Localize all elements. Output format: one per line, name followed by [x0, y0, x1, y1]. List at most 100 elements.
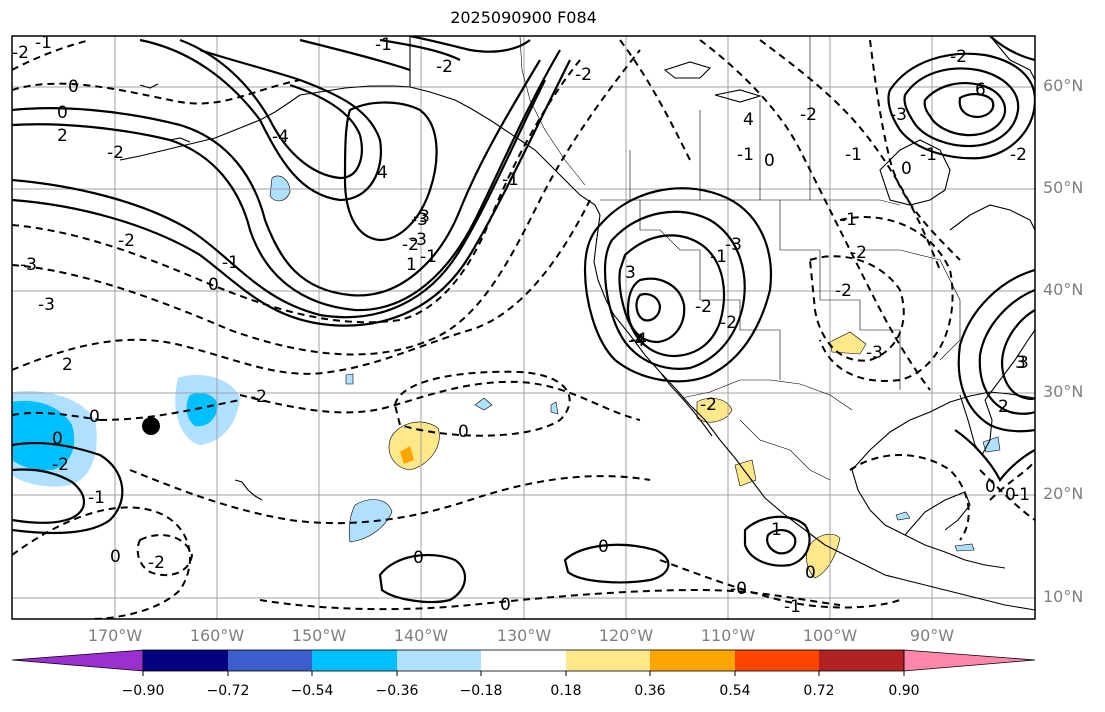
dashed-contour-5 [12, 199, 591, 375]
coast-hudson [879, 139, 951, 206]
map-title: 2025090900 F084 [450, 8, 597, 27]
contour-label: 0 [805, 563, 816, 583]
dashed-contour-17 [808, 255, 905, 362]
solid-contour-25 [563, 543, 670, 584]
solid-contour-20 [978, 288, 1035, 415]
lon-label-100w: 100°W [802, 626, 858, 645]
solid-contour-11 [603, 210, 746, 370]
lat-label-20n: 20°N [1043, 484, 1084, 503]
coast-arctic-island2 [714, 89, 762, 103]
shading-negative-alaska [269, 175, 291, 202]
solid-contour-19 [957, 268, 1035, 433]
dashed-contour-13 [659, 559, 901, 609]
lat-label-30n: 30°N [1043, 382, 1084, 401]
solid-contour-5 [139, 38, 383, 202]
dashed-contour-21 [989, 459, 1035, 501]
coastlines [119, 36, 1035, 611]
dashed-contour-3 [12, 59, 581, 324]
colorbar-tick-label: −0.36 [375, 683, 419, 699]
contour-label: 1 [771, 520, 782, 540]
lat-label-60n: 60°N [1043, 76, 1084, 95]
contour-label: -1 [35, 33, 52, 53]
dashed-contour-20 [979, 469, 1035, 521]
colorbar-tick-label: 0.18 [550, 683, 582, 699]
shading-negative-hawaii-core [186, 392, 218, 427]
contour-label: -3 [725, 235, 742, 255]
coast-hawaii [234, 479, 263, 501]
contour-label: -2 [52, 455, 69, 475]
dashed-contour-16 [869, 39, 961, 261]
contour-label: 0 [68, 77, 79, 97]
contour-label: 0 [1005, 485, 1016, 505]
solid-contour-30 [409, 36, 531, 53]
lat-label-10n: 10°N [1043, 587, 1084, 606]
solid-contour-24 [378, 553, 466, 604]
contour-label: -2 [148, 553, 165, 573]
boundaries [519, 36, 961, 481]
solid-contour-26 [743, 515, 811, 567]
colorbar [11, 649, 1036, 676]
shading-positive-texas [829, 331, 867, 355]
contour-label: -3 [38, 295, 55, 315]
colorbar-segment [566, 650, 650, 671]
shading-layer [12, 175, 1001, 579]
shading-negative-small2 [474, 397, 493, 411]
shading-positive-baja [696, 397, 733, 423]
shading-positive-pacific [388, 421, 440, 471]
lon-label-170w: 170°W [87, 626, 143, 645]
coast-alaska-north [409, 36, 601, 216]
solid-contour-14 [635, 292, 662, 322]
colorbar-extend-right [903, 649, 1036, 672]
contour-label: 6 [975, 80, 986, 100]
coast-mexico-east [851, 469, 1006, 569]
colorbar-segment [397, 650, 481, 671]
contour-label: -0 [730, 579, 747, 599]
solid-contour-6 [179, 38, 363, 180]
dashed-contour-12 [259, 588, 841, 611]
contour-label: -2 [575, 65, 592, 85]
contour-label: -2 [436, 57, 453, 77]
colorbar-outline [142, 649, 905, 672]
solid-contour-7 [343, 101, 438, 242]
mexico-states [739, 419, 831, 481]
colorbar-tick-label: 0.54 [719, 683, 751, 699]
shading-negative-small3 [550, 401, 559, 415]
colorbar-segment [228, 650, 312, 671]
contour-label: -3 [410, 230, 427, 250]
contour-label: -2 [695, 297, 712, 317]
location-marker-dot [142, 417, 160, 435]
colorbar-tick-label: −0.18 [459, 683, 503, 699]
colorbar-segment [650, 650, 735, 671]
shading-negative-west-core [12, 400, 75, 471]
contour-label: 1 [406, 255, 417, 275]
solid-contour-16 [903, 67, 1020, 148]
solid-contour-2 [12, 49, 561, 312]
dashed-contour-8 [12, 399, 241, 421]
coast-alaska-peninsula [119, 94, 301, 161]
contour-label: 3 [1018, 353, 1029, 373]
contour-label: -1 [420, 247, 437, 267]
dashed-contour-14 [699, 39, 931, 391]
contour-label: -2 [1010, 145, 1027, 165]
contour-label: -1 [840, 210, 857, 230]
contour-label: 0 [985, 477, 996, 497]
dashed-contour-19 [849, 454, 970, 541]
solid-contour-17 [923, 82, 1007, 137]
coast-baja [659, 371, 713, 437]
shading-negative-small1 [345, 373, 354, 385]
contour-label: -1 [88, 488, 105, 508]
lon-label-110w: 110°W [700, 626, 756, 645]
solid-contour-9 [379, 38, 461, 61]
contour-label: -1 [920, 145, 937, 165]
colorbar-tick-label: −0.54 [290, 683, 334, 699]
contour-label: -4 [630, 330, 647, 350]
contour-label: -2 [800, 105, 817, 125]
colorbar-segment [143, 650, 228, 671]
coast-gulf [851, 391, 1035, 471]
contour-label: 4 [377, 163, 388, 183]
colorbar-segment [819, 650, 904, 671]
dashed-contour-18 [819, 216, 954, 382]
dashed-contour-4 [12, 49, 641, 356]
contour-label: 0 [208, 275, 219, 295]
